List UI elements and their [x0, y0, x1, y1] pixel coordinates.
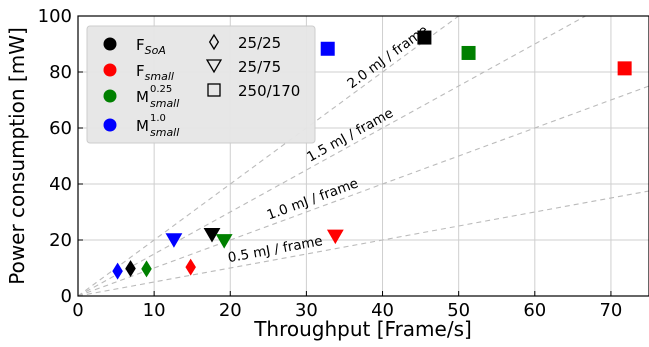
- point-soa-diamond: [125, 260, 136, 278]
- legend-label-sub: small: [145, 70, 174, 83]
- point-fsmall-square: [617, 61, 632, 76]
- legend-label-main: M: [136, 117, 149, 135]
- legend-marker-fsmall: [103, 63, 117, 77]
- y-tick-label: 20: [49, 230, 72, 251]
- axis-ticks: 0 10 20 30 40 50 60 70 0 20 40 60 80 100: [38, 6, 623, 321]
- legend-shape-label: 25/25: [238, 34, 281, 52]
- point-m025-square: [461, 45, 476, 60]
- point-m025-diamond: [141, 260, 152, 278]
- legend-label-m025: M0.25 small: [136, 84, 179, 110]
- data-points: [112, 30, 632, 280]
- y-axis-label: Power consumption [mW]: [5, 27, 29, 285]
- point-m025-triangle: [215, 234, 233, 249]
- x-tick-label: 70: [599, 300, 622, 321]
- point-soa-triangle: [203, 227, 221, 243]
- point-m10-diamond: [112, 262, 123, 280]
- x-tick-label: 20: [219, 300, 242, 321]
- x-tick-label: 30: [295, 300, 318, 321]
- x-axis-label: Throughput [Frame/s]: [253, 317, 472, 341]
- legend-label-sub: small: [150, 97, 179, 110]
- legend-shape-square: [207, 83, 221, 97]
- y-tick-label: 60: [49, 118, 72, 139]
- legend-shape-label: 25/75: [238, 58, 281, 76]
- x-tick-label: 10: [143, 300, 166, 321]
- reference-line: [77, 85, 649, 297]
- x-tick-label: 40: [371, 300, 394, 321]
- legend-shape-triangle: [205, 59, 223, 74]
- legend-box: [86, 25, 316, 144]
- legend-label-sub: small: [150, 126, 179, 139]
- x-tick-label: 50: [447, 300, 470, 321]
- y-tick-label: 40: [49, 174, 72, 195]
- legend-label-sup: 0.25: [150, 84, 172, 95]
- point-soa-square: [417, 30, 432, 45]
- x-tick-label: 60: [523, 300, 546, 321]
- legend-label-main: F: [136, 36, 145, 54]
- legend-label-main: F: [136, 62, 145, 80]
- y-tick-label: 100: [38, 6, 72, 27]
- reference-line: [77, 190, 649, 297]
- point-m10-triangle: [165, 233, 183, 248]
- legend-marker-soa: [103, 37, 117, 51]
- legend-label-m10: M1.0 small: [136, 113, 179, 139]
- y-tick-label: 80: [49, 62, 72, 83]
- legend-shape-label: 250/170: [238, 82, 300, 100]
- point-m10-square: [320, 41, 335, 56]
- y-tick-label: 0: [61, 286, 72, 307]
- legend-label-fsmall: Fsmall: [136, 62, 174, 83]
- legend-marker-m025: [103, 89, 117, 103]
- point-fsmall-diamond: [185, 258, 196, 276]
- reference-line: [77, 15, 459, 297]
- reference-line: [77, 15, 586, 297]
- legend-marker-m10: [103, 118, 117, 132]
- legend-label-soa: FSoA: [136, 36, 166, 57]
- point-fsmall-triangle: [326, 229, 344, 245]
- legend-shape-diamond: [208, 33, 220, 51]
- legend-label-sub: SoA: [145, 44, 166, 57]
- x-tick-label: 0: [72, 300, 83, 321]
- legend-label-main: M: [136, 88, 149, 106]
- plot-frame: [77, 15, 649, 297]
- legend-label-sup: 1.0: [150, 113, 166, 124]
